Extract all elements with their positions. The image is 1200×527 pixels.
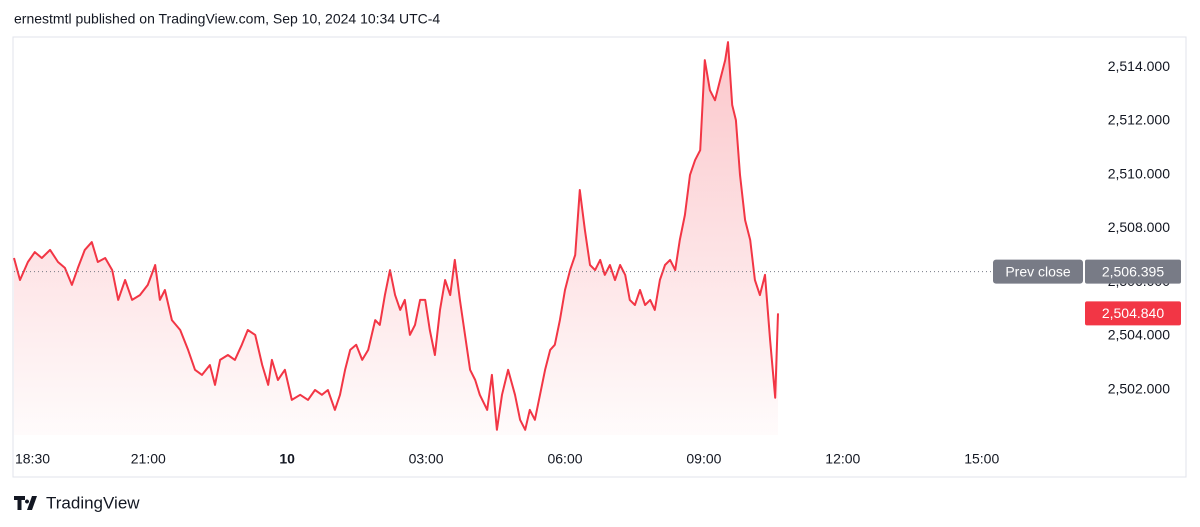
y-tick-label: 2,510.000	[1108, 165, 1170, 181]
x-tick-label: 21:00	[131, 451, 166, 467]
chart-frame	[12, 36, 1187, 478]
prev-close-label: Prev close	[1005, 263, 1071, 279]
x-tick-label: 06:00	[547, 451, 582, 467]
x-tick-label: 12:00	[825, 451, 860, 467]
y-tick-label: 2,504.000	[1108, 327, 1170, 343]
brand: TradingView	[46, 493, 140, 512]
header: ernestmtl published on TradingView.com, …	[14, 11, 440, 27]
area	[14, 42, 778, 435]
price-line	[13, 41, 779, 431]
y-tick-label: 2,514.000	[1108, 58, 1170, 74]
last-price-tag	[1085, 301, 1181, 326]
prev-close-value-tag	[1085, 259, 1181, 284]
x-tick-label: 03:00	[409, 451, 444, 467]
last-price-label: 2,504.840	[1102, 305, 1164, 321]
logo	[14, 496, 37, 510]
x-tick-label: 18:30	[15, 451, 50, 467]
x-tick-label: 10	[279, 451, 295, 467]
prev-close-value: 2,506.395	[1102, 263, 1164, 279]
y-tick-label: 2,502.000	[1108, 380, 1170, 396]
y-tick-label: 2,512.000	[1108, 112, 1170, 128]
x-tick-label: 09:00	[686, 451, 721, 467]
prev-close-tag	[993, 259, 1083, 284]
y-tick-label: 2,508.000	[1108, 219, 1170, 235]
x-tick-label: 15:00	[964, 451, 999, 467]
